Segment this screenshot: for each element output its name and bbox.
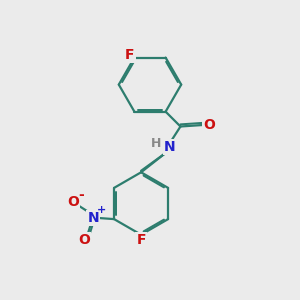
- Text: O: O: [203, 118, 215, 132]
- Text: +: +: [97, 205, 106, 215]
- Text: N: N: [87, 211, 99, 225]
- Text: O: O: [78, 233, 90, 247]
- Text: -: -: [79, 188, 84, 202]
- Text: F: F: [136, 233, 146, 247]
- Text: N: N: [164, 140, 176, 154]
- Text: O: O: [68, 195, 79, 209]
- Text: F: F: [125, 48, 135, 62]
- Text: H: H: [151, 137, 161, 150]
